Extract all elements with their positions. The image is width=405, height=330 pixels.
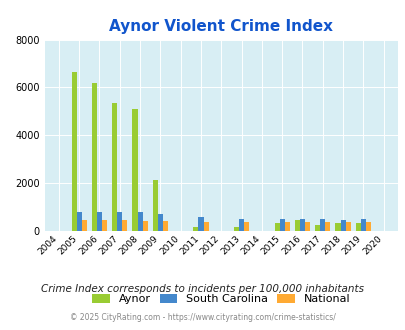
Bar: [162, 221, 168, 231]
Bar: [198, 217, 203, 231]
Legend: Aynor, South Carolina, National: Aynor, South Carolina, National: [92, 294, 350, 304]
Bar: [360, 218, 365, 231]
Text: Crime Index corresponds to incidents per 100,000 inhabitants: Crime Index corresponds to incidents per…: [41, 284, 364, 294]
Bar: [71, 72, 77, 231]
Bar: [304, 222, 309, 231]
Bar: [274, 223, 279, 231]
Bar: [152, 180, 158, 231]
Bar: [137, 212, 142, 231]
Bar: [243, 222, 249, 231]
Bar: [203, 222, 208, 231]
Bar: [97, 212, 102, 231]
Bar: [233, 227, 239, 231]
Bar: [117, 212, 122, 231]
Bar: [193, 227, 198, 231]
Bar: [92, 83, 97, 231]
Bar: [294, 220, 299, 231]
Bar: [142, 221, 147, 231]
Bar: [132, 109, 137, 231]
Bar: [284, 222, 289, 231]
Bar: [81, 220, 87, 231]
Bar: [365, 222, 370, 231]
Bar: [340, 219, 345, 231]
Bar: [279, 218, 284, 231]
Text: © 2025 CityRating.com - https://www.cityrating.com/crime-statistics/: © 2025 CityRating.com - https://www.city…: [70, 313, 335, 322]
Bar: [112, 103, 117, 231]
Bar: [77, 212, 81, 231]
Bar: [335, 223, 340, 231]
Bar: [122, 220, 127, 231]
Bar: [158, 214, 162, 231]
Bar: [299, 218, 304, 231]
Bar: [102, 220, 107, 231]
Bar: [355, 223, 360, 231]
Bar: [345, 222, 350, 231]
Bar: [314, 225, 320, 231]
Title: Aynor Violent Crime Index: Aynor Violent Crime Index: [109, 19, 333, 34]
Bar: [320, 219, 324, 231]
Bar: [324, 222, 330, 231]
Bar: [239, 219, 243, 231]
